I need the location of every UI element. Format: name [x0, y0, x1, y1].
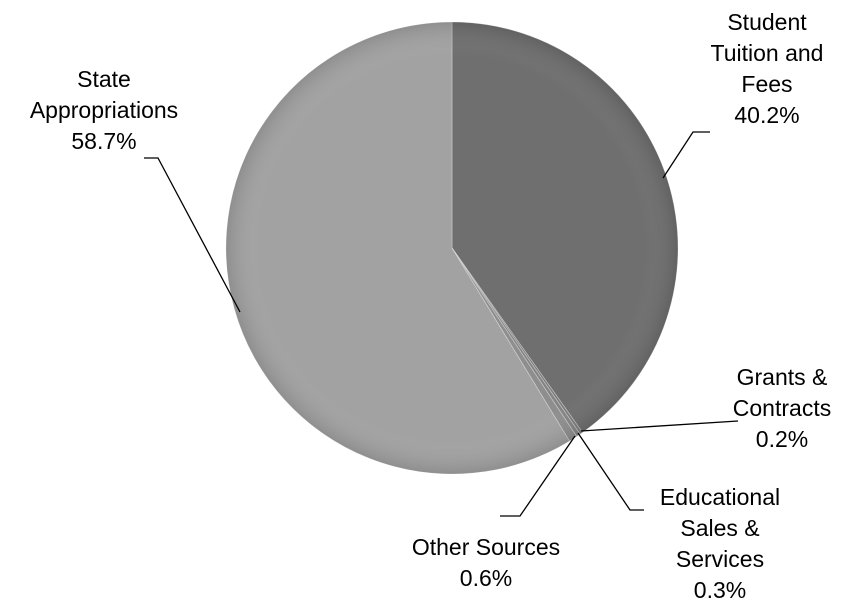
slice-label-line: Sales & [680, 515, 759, 541]
slice-label-line: Educational [660, 484, 780, 510]
slice-label-line: Fees [741, 71, 792, 97]
leader-line-grants-contracts [580, 420, 739, 432]
leader-line-other-sources [500, 435, 576, 517]
slice-label-student-tuition-and-fees: Student Tuition and Fees 40.2% [711, 9, 824, 128]
leader-line-student-tuition-and-fees [662, 131, 710, 179]
slice-label-line: Grants & [737, 364, 828, 390]
slice-label-state-appropriations: State Appropriations 58.7% [30, 66, 178, 154]
slice-labels: Student Tuition and Fees 40.2% Grants & Contr… [30, 9, 831, 603]
leader-lines [144, 131, 739, 517]
slice-label-grants-contracts: Grants & Contracts 0.2% [733, 364, 831, 452]
slice-label-line: State [77, 66, 131, 92]
slice-label-educational-sales-services: Educational Sales & Services 0.3% [660, 484, 780, 603]
slice-label-line: 0.2% [756, 426, 808, 452]
slice-label-line: Contracts [733, 395, 831, 421]
leader-line-educational-sales-services [577, 432, 644, 511]
pie-slices [225, 21, 679, 475]
slice-label-other-sources: Other Sources 0.6% [412, 534, 560, 591]
slice-label-line: 0.6% [460, 565, 512, 591]
slice-label-line: Other Sources [412, 534, 560, 560]
slice-label-line: Student [727, 9, 807, 35]
leader-line-state-appropriations [144, 157, 241, 313]
slice-label-line: 40.2% [734, 102, 799, 128]
slice-label-line: Appropriations [30, 97, 178, 123]
slice-label-line: 0.3% [694, 577, 746, 603]
slice-label-line: Tuition and [711, 40, 824, 66]
slice-label-line: 58.7% [71, 128, 136, 154]
slice-label-line: Services [676, 546, 764, 572]
